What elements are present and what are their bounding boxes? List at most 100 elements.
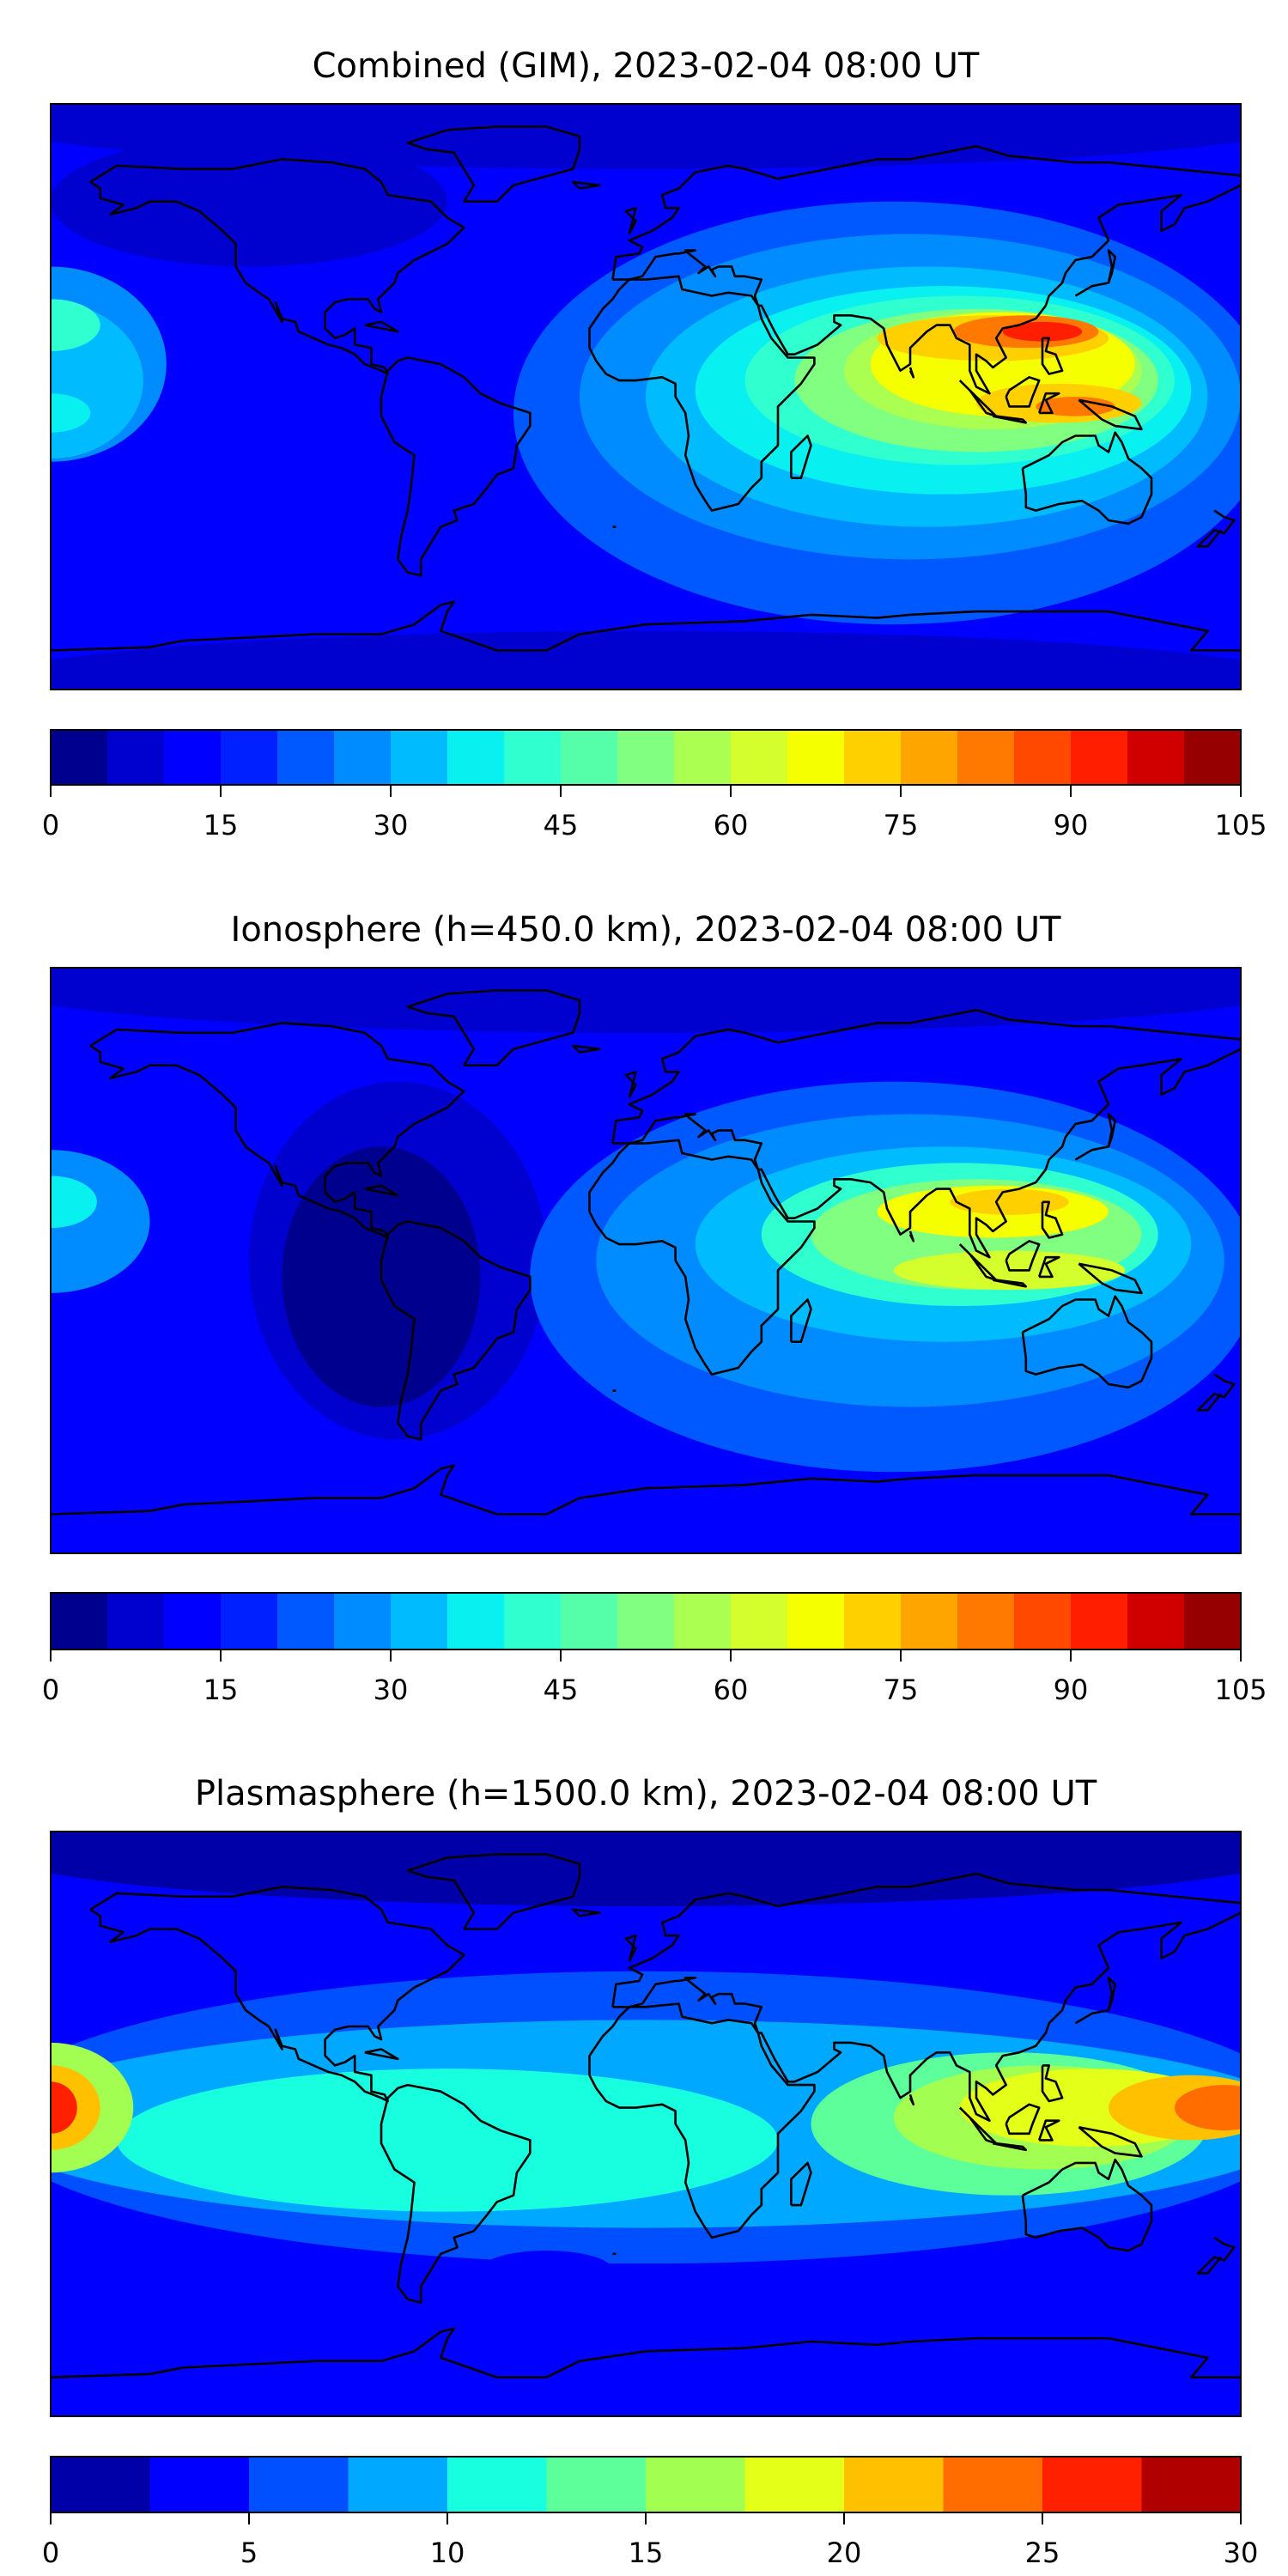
coastline [364, 1184, 399, 1197]
colorbar-tick-label: 0 [42, 1674, 59, 1706]
colorbar-bin [1042, 2457, 1142, 2512]
coastline [51, 2327, 1241, 2379]
coastline [51, 1464, 1241, 1516]
colorbar-bin [844, 2457, 944, 2512]
coastline [624, 206, 637, 235]
coastline [1005, 375, 1041, 408]
colorbar-bin [617, 1593, 675, 1649]
colorbar-tick-label: 15 [204, 809, 239, 841]
panel-combined: Combined (GIM), 2023-02-04 08:00 UT 0 15 3… [42, 46, 1267, 841]
coastline [588, 1139, 816, 1376]
contour-region [1175, 2085, 1241, 2131]
coastline [588, 2002, 816, 2239]
coastline [790, 1298, 812, 1343]
contour-region [51, 630, 1241, 690]
coastline [958, 2106, 998, 2145]
colorbar-tick-label: 105 [1214, 809, 1267, 841]
panel-plasmasphere: Plasmasphere (h=1500.0 km), 2023-02-04 0… [42, 1774, 1259, 2569]
contour-region [1036, 397, 1115, 416]
colorbar-bin [504, 730, 562, 785]
colorbar-plasmasphere: 0 5 10 15 20 25 30 [42, 2456, 1259, 2569]
colorbar-bin [51, 730, 108, 785]
coastline [1037, 392, 1060, 415]
coastline [908, 1230, 915, 1242]
coastline [89, 1022, 465, 1239]
colorbar-tick-label: 45 [544, 1674, 579, 1706]
colorbar-tick-label: 90 [1054, 1674, 1089, 1706]
coastline [1021, 431, 1153, 526]
coastline [611, 1872, 1241, 2008]
coastline [993, 415, 1028, 424]
colorbar-frame [50, 1592, 1242, 1650]
colorbar-bin [164, 730, 222, 785]
colorbar-bin [844, 730, 902, 785]
coastline [908, 367, 915, 379]
coastline [1021, 1295, 1153, 1389]
colorbar-bin [1071, 730, 1128, 785]
colorbar-tick-label: 30 [374, 1674, 409, 1706]
coastline [624, 1934, 637, 1962]
coastline [993, 1279, 1028, 1288]
colorbar-bin [107, 1593, 165, 1649]
colorbar-bin [391, 1593, 448, 1649]
colorbar-bin [51, 1593, 108, 1649]
colorbar-bin [391, 730, 448, 785]
coastline [51, 600, 1241, 652]
coastline [624, 1070, 637, 1099]
colorbar-tick-label: 5 [240, 2537, 258, 2569]
colorbar-bin [1014, 1593, 1072, 1649]
contour-region [51, 393, 91, 433]
coastline [406, 989, 581, 1066]
colorbar-bin [731, 730, 788, 785]
colorbar-bin [107, 730, 165, 785]
coastline [1078, 1262, 1143, 1295]
colorbar-bin [149, 2457, 250, 2512]
coastline [612, 1048, 1241, 1259]
coastline [1196, 1373, 1236, 1412]
colorbar-bin [957, 1593, 1015, 1649]
colorbar-bin [277, 1593, 335, 1649]
contour-region [51, 968, 1241, 1033]
colorbar-ionosphere: 0 15 30 45 60 75 90 105 [42, 1592, 1267, 1706]
colorbar-bin [221, 730, 278, 785]
coastline [571, 1044, 601, 1054]
colorbar-bin [901, 730, 958, 785]
colorbar-bin [744, 2457, 845, 2512]
colorbar-tick-label: 0 [42, 809, 59, 841]
colorbar-tick-label: 105 [1214, 1674, 1267, 1706]
contour-region [51, 2081, 77, 2134]
coastlines [51, 125, 1241, 652]
coastline [1037, 1255, 1060, 1279]
colorbar-tick-label: 15 [204, 1674, 239, 1706]
coastline [1074, 249, 1116, 297]
map-ionosphere [50, 967, 1242, 1554]
colorbar-bin [1127, 730, 1185, 785]
coastline [380, 1220, 532, 1441]
coastline [89, 1886, 465, 2103]
coastline [588, 275, 816, 512]
coastline [958, 380, 998, 418]
coastlines [51, 1853, 1241, 2379]
coastline [1074, 1113, 1116, 1161]
colorbar-bin [561, 730, 618, 785]
colorbar-tick-label: 30 [374, 809, 409, 841]
coastline [571, 180, 601, 190]
colorbar-combined: 0 15 30 45 60 75 90 105 [42, 729, 1267, 841]
colorbar-tick-label: 60 [714, 1674, 749, 1706]
colorbar-bin [943, 2457, 1043, 2512]
colorbar-bin [447, 2457, 547, 2512]
map-combined [50, 103, 1242, 690]
coastline [380, 2083, 532, 2304]
contour-region [117, 2069, 778, 2212]
coastline [1005, 1240, 1041, 1272]
colorbar-tick-label: 15 [629, 2537, 664, 2569]
colorbar-bin [787, 730, 845, 785]
colorbar-tick-label: 60 [714, 809, 749, 841]
colorbar-bin [447, 1593, 505, 1649]
coastline [790, 2161, 812, 2207]
colorbar-tick-label: 30 [1224, 2537, 1259, 2569]
colorbar-bin [164, 1593, 222, 1649]
colorbar-bin [1127, 1593, 1185, 1649]
coastline [611, 1009, 1241, 1144]
